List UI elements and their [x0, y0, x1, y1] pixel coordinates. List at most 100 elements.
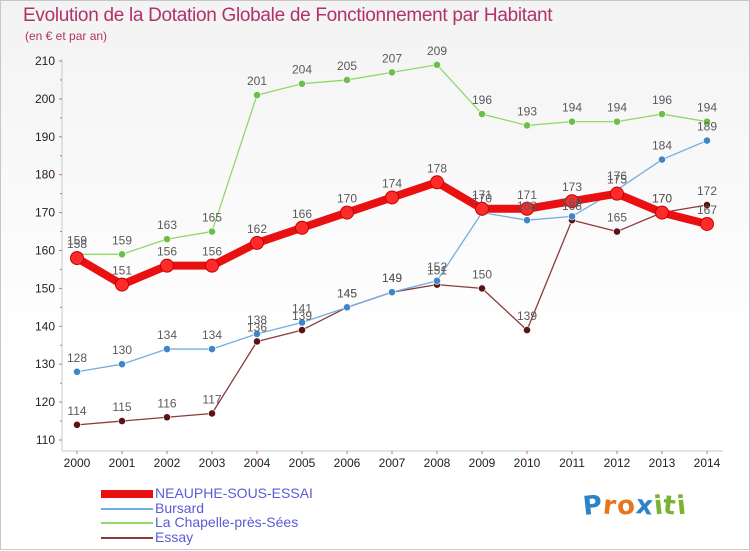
data-label: 196 [652, 93, 672, 107]
x-tick-label: 2009 [469, 456, 496, 470]
data-point [343, 303, 351, 312]
y-tick-label: 180 [35, 168, 55, 182]
data-label: 159 [67, 233, 87, 247]
data-point [658, 155, 666, 164]
legend-label: Bursard [155, 499, 205, 516]
x-tick-label: 2005 [289, 456, 316, 470]
data-point [703, 201, 711, 209]
data-label: 175 [607, 173, 627, 187]
data-label: 204 [292, 63, 312, 77]
data-point [163, 413, 171, 422]
y-tick-label: 200 [35, 92, 55, 106]
data-point [205, 258, 219, 273]
data-label: 149 [382, 271, 402, 285]
data-label: 162 [247, 222, 267, 236]
data-point [523, 216, 531, 225]
y-tick-label: 130 [35, 357, 55, 371]
data-label: 193 [517, 104, 537, 118]
data-label: 169 [562, 195, 582, 209]
y-tick-label: 120 [35, 395, 55, 409]
data-point [388, 288, 396, 297]
data-point [478, 284, 486, 293]
data-point [523, 326, 531, 334]
data-label: 130 [112, 343, 132, 357]
y-tick-label: 190 [35, 130, 55, 144]
data-point [385, 190, 399, 205]
data-point [208, 227, 216, 236]
data-point [73, 420, 81, 429]
data-point [610, 186, 624, 201]
y-tick-label: 150 [35, 281, 55, 295]
data-label: 189 [697, 120, 717, 134]
data-label: 184 [652, 139, 672, 153]
data-label: 173 [562, 180, 582, 194]
x-tick-label: 2013 [649, 456, 676, 470]
x-tick-label: 2000 [64, 456, 91, 470]
chart-subtitle: (en € et par an) [25, 29, 108, 43]
data-point [73, 367, 81, 376]
data-point [475, 201, 489, 216]
data-point [118, 360, 126, 369]
data-point [253, 91, 261, 100]
data-label: 159 [112, 233, 132, 247]
data-label: 114 [67, 404, 86, 418]
proxiti-logo: Proxiti [581, 490, 688, 522]
data-point [115, 277, 129, 292]
legend-swatch [101, 490, 153, 498]
data-point [568, 117, 576, 126]
legend-swatch [101, 536, 153, 539]
x-tick-label: 2002 [154, 456, 181, 470]
data-label: 141 [292, 302, 312, 316]
data-label: 194 [607, 101, 627, 115]
data-label: 145 [337, 286, 357, 300]
data-point [340, 205, 354, 220]
chart-title: Evolution de la Dotation Globale de Fonc… [23, 5, 553, 26]
data-point [520, 201, 534, 216]
data-label: 170 [337, 192, 357, 206]
data-label: 201 [247, 74, 267, 88]
data-point [160, 258, 174, 273]
data-label: 145 [337, 286, 357, 300]
x-tick-label: 2004 [244, 456, 271, 470]
data-label: 136 [247, 320, 267, 334]
data-label: 165 [607, 211, 627, 225]
data-point [523, 121, 531, 130]
legend-label: La Chapelle-près-Sées [155, 514, 299, 530]
x-tick-label: 2007 [379, 456, 406, 470]
data-point [430, 175, 444, 190]
data-point [250, 235, 264, 250]
data-point [703, 117, 711, 126]
data-label: 170 [652, 192, 672, 206]
data-point [298, 79, 306, 88]
data-label: 170 [652, 192, 672, 206]
data-point [658, 110, 666, 118]
data-label: 171 [517, 188, 537, 202]
data-label: 194 [697, 101, 717, 115]
data-label: 128 [67, 351, 87, 365]
data-label: 134 [202, 328, 222, 342]
legend-swatch [101, 507, 153, 510]
data-label: 156 [202, 245, 222, 259]
x-tick-label: 2014 [694, 456, 721, 470]
y-tick-label: 160 [35, 244, 55, 258]
data-label: 139 [517, 309, 537, 323]
x-tick-label: 2010 [514, 456, 541, 470]
y-tick-label: 170 [35, 206, 55, 220]
data-label: 150 [472, 267, 492, 281]
data-point [70, 251, 84, 266]
data-point [298, 326, 306, 334]
data-point [433, 60, 441, 69]
y-tick-label: 140 [35, 319, 55, 333]
data-point [343, 76, 351, 84]
data-label: 117 [202, 392, 221, 406]
data-label: 115 [112, 400, 131, 414]
x-tick-label: 2008 [424, 456, 451, 470]
data-point [253, 337, 261, 346]
data-point [388, 68, 396, 77]
data-label: 170 [472, 192, 492, 206]
x-tick-label: 2012 [604, 456, 631, 470]
data-label: 196 [472, 93, 492, 107]
data-point [118, 417, 126, 425]
data-label: 151 [427, 264, 447, 278]
